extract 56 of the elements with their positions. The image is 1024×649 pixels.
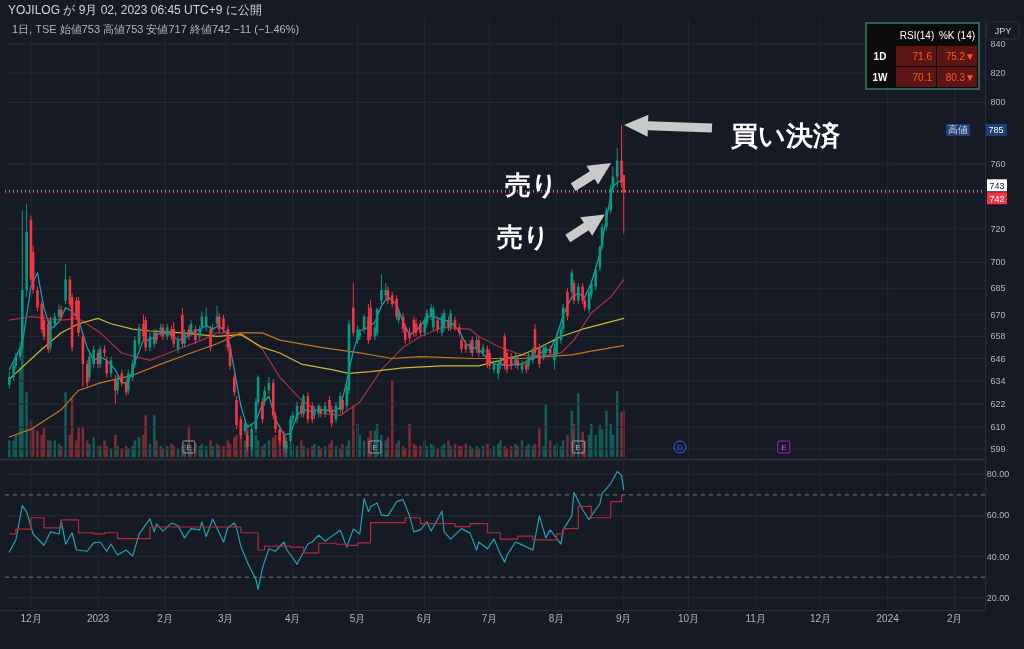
x-tick-label: 5月 xyxy=(349,613,366,624)
y-tick-label: 634 xyxy=(990,375,1006,386)
annotation: 売り xyxy=(504,170,558,201)
x-tick-label: 2月 xyxy=(157,613,173,624)
annotation: E xyxy=(781,443,787,453)
x-tick-label: 2月 xyxy=(946,613,963,624)
y-tick-label: 670 xyxy=(990,309,1006,320)
annotation: 70.1 xyxy=(912,72,933,83)
annotation: 高値 xyxy=(948,124,968,135)
ref-line-label: 742 xyxy=(989,193,1005,204)
x-tick-label: 7月 xyxy=(481,613,498,624)
annotation: 売り xyxy=(497,222,551,253)
annotation: 71.6 xyxy=(912,51,933,62)
annotation: E xyxy=(575,443,581,453)
y-tick-label: 720 xyxy=(990,223,1006,234)
x-tick-label: 2024 xyxy=(876,613,900,624)
y-tick-label: 760 xyxy=(990,158,1006,169)
y-tick-label: 599 xyxy=(990,443,1006,454)
y-tick-label: 840 xyxy=(990,39,1006,49)
annotation: 80.3▼ xyxy=(945,72,975,83)
x-tick-label: 2023 xyxy=(86,613,110,624)
annotation: 買い決済 xyxy=(730,121,840,151)
x-tick-label: 9月 xyxy=(615,613,632,624)
y-tick-label: 622 xyxy=(990,398,1006,409)
annotation: 1W xyxy=(872,72,889,83)
annotation: E xyxy=(372,443,378,453)
x-tick-label: 12月 xyxy=(810,613,832,624)
y-tick-label: 80.00 xyxy=(986,469,1010,480)
y-tick-label: 646 xyxy=(990,353,1006,364)
y-tick-label: 60.00 xyxy=(986,510,1010,521)
text: JPY xyxy=(994,26,1012,36)
y-tick-label: 700 xyxy=(990,257,1006,268)
y-tick-label: 800 xyxy=(990,97,1006,108)
x-tick-label: 12月 xyxy=(20,613,42,624)
x-tick-label: 8月 xyxy=(548,613,565,624)
annotation: RSI(14) xyxy=(899,30,935,41)
x-tick-label: 6月 xyxy=(416,613,433,624)
chart-title: YOJILOG が 9月 02, 2023 06:45 UTC+9 に公開 xyxy=(8,3,262,17)
x-tick-label: 4月 xyxy=(284,613,301,624)
y-tick-label: 610 xyxy=(990,422,1006,433)
y-tick-label: 20.00 xyxy=(986,592,1010,603)
y-tick-label: 658 xyxy=(990,331,1006,342)
x-tick-label: 10月 xyxy=(678,613,700,624)
annotation: 1D xyxy=(873,51,887,62)
y-tick-label: 40.00 xyxy=(986,551,1010,562)
y-tick-label: 685 xyxy=(990,283,1006,294)
text: 785 xyxy=(988,125,1004,135)
y-tick-label: 820 xyxy=(990,67,1006,78)
annotation: %K (14) xyxy=(938,30,976,41)
annotation: D xyxy=(677,443,684,453)
annotation: E xyxy=(186,443,192,453)
chart-subtitle: 1日, TSE 始値753 高値753 安値717 終値742 −11 (−1.46%) xyxy=(12,23,300,35)
ref-line-label: 743 xyxy=(989,180,1005,191)
x-tick-label: 11月 xyxy=(745,613,766,624)
annotation: 75.2▼ xyxy=(945,51,975,62)
x-tick-label: 3月 xyxy=(217,613,234,624)
